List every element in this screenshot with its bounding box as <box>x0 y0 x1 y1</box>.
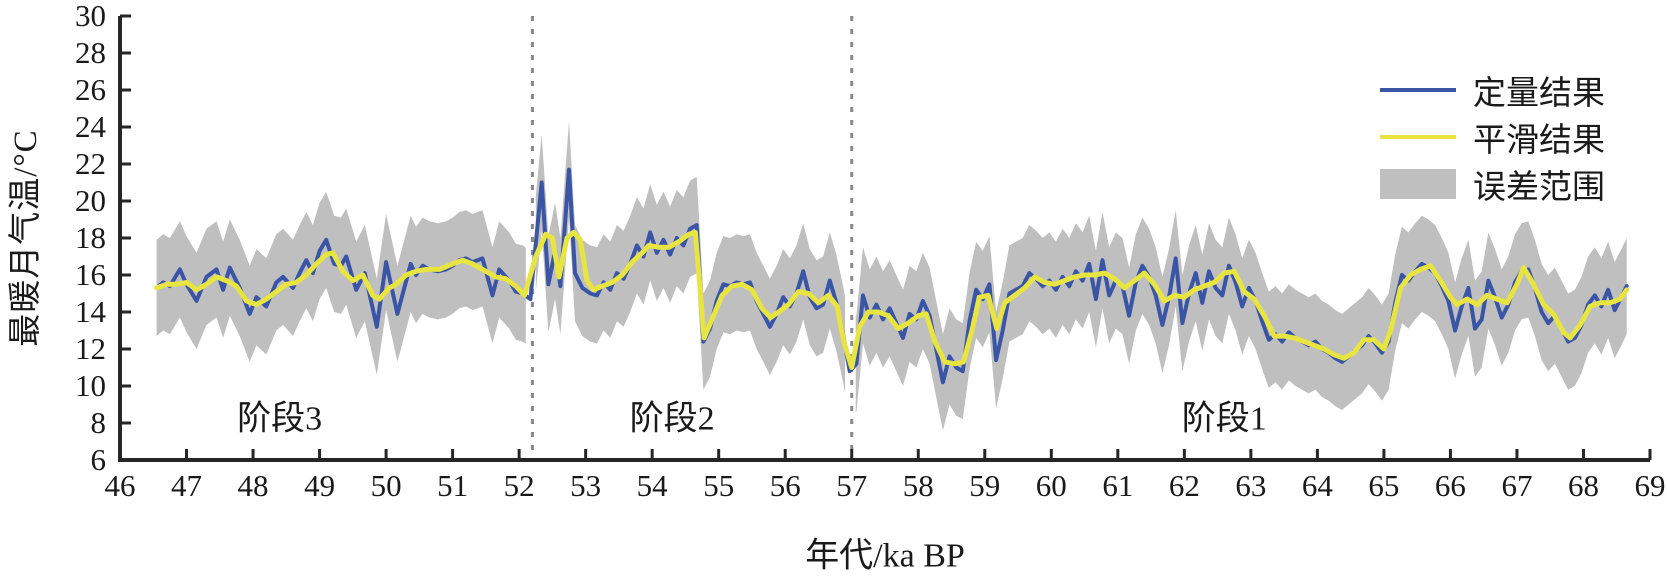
y-axis-title: 最暖月气温/°C <box>8 129 44 347</box>
x-tick-label: 67 <box>1501 468 1532 503</box>
y-tick-label: 10 <box>75 368 106 403</box>
legend-item-quantitative: 定量结果 <box>1380 66 1605 113</box>
x-tick-label: 53 <box>570 468 601 503</box>
y-tick-label: 18 <box>75 220 106 255</box>
x-tick-label: 50 <box>371 468 402 503</box>
x-tick-label: 57 <box>836 468 867 503</box>
x-tick-label: 47 <box>171 468 202 503</box>
y-tick-label: 26 <box>75 72 106 107</box>
y-tick-label: 6 <box>91 442 107 477</box>
stage-label-2: 阶段2 <box>630 399 715 437</box>
x-tick-label: 62 <box>1169 468 1200 503</box>
x-tick-label: 64 <box>1302 468 1334 503</box>
x-tick-label: 59 <box>969 468 1000 503</box>
x-tick-label: 63 <box>1235 468 1266 503</box>
y-tick-label: 28 <box>75 35 106 70</box>
error-band-swatch <box>1380 168 1456 199</box>
y-tick-label: 8 <box>91 405 107 440</box>
x-tick-label: 52 <box>504 468 535 503</box>
x-tick-label: 56 <box>770 468 801 503</box>
x-tick-label: 55 <box>703 468 734 503</box>
legend-item-error-band: 误差范围 <box>1380 160 1605 207</box>
x-tick-label: 66 <box>1435 468 1466 503</box>
x-tick-label: 60 <box>1036 468 1067 503</box>
stage-label-1: 阶段1 <box>1182 399 1267 437</box>
x-tick-label: 49 <box>304 468 335 503</box>
smoothed-line-path <box>154 229 1630 370</box>
legend-label-smoothed: 平滑结果 <box>1473 122 1605 159</box>
x-tick-label: 58 <box>903 468 934 503</box>
stage-label-3: 阶段3 <box>237 399 322 437</box>
error-band-segment-1 <box>156 191 526 375</box>
legend-label-quantitative: 定量结果 <box>1473 75 1605 112</box>
x-tick-label: 46 <box>105 468 136 503</box>
legend: 定量结果 平滑结果 误差范围 <box>1380 66 1605 207</box>
x-tick-label: 69 <box>1635 468 1666 503</box>
x-tick-label: 68 <box>1568 468 1599 503</box>
x-tick-label: 54 <box>637 468 669 503</box>
x-tick-label: 48 <box>238 468 269 503</box>
y-tick-label: 30 <box>75 0 106 33</box>
legend-item-smoothed: 平滑结果 <box>1380 113 1605 160</box>
quantitative-line-swatch <box>1380 87 1456 92</box>
x-tick-label: 61 <box>1102 468 1133 503</box>
y-tick-label: 20 <box>75 183 106 218</box>
y-tick-label: 24 <box>75 109 107 144</box>
legend-label-error-band: 误差范围 <box>1473 169 1605 206</box>
y-tick-label: 22 <box>75 146 106 181</box>
error-band-segment-3 <box>855 210 1627 431</box>
smoothed-line-swatch <box>1380 134 1456 139</box>
y-tick-label: 14 <box>75 294 107 329</box>
x-tick-label: 65 <box>1368 468 1399 503</box>
y-tick-label: 16 <box>75 257 106 292</box>
x-tick-label: 51 <box>437 468 468 503</box>
y-tick-label: 12 <box>75 331 106 366</box>
x-axis-title: 年代/ka BP <box>805 537 965 575</box>
